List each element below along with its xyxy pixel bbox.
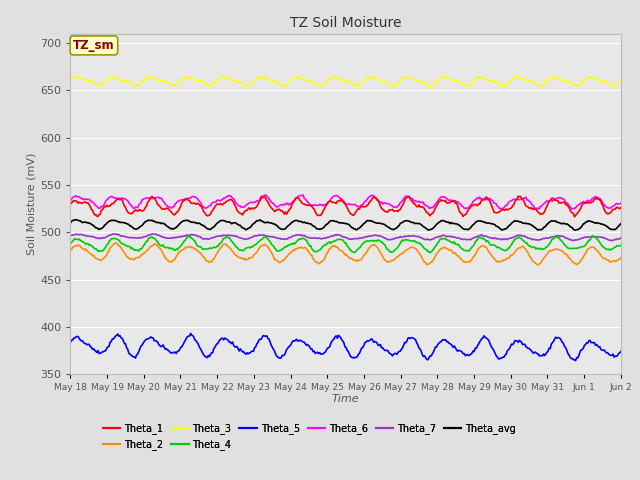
Title: TZ Soil Moisture: TZ Soil Moisture	[290, 16, 401, 30]
X-axis label: Time: Time	[332, 394, 360, 404]
Legend: Theta_1, Theta_2, Theta_3, Theta_4, Theta_5, Theta_6, Theta_7, Theta_avg: Theta_1, Theta_2, Theta_3, Theta_4, Thet…	[103, 423, 516, 450]
Text: TZ_sm: TZ_sm	[73, 39, 115, 52]
Y-axis label: Soil Moisture (mV): Soil Moisture (mV)	[26, 153, 36, 255]
